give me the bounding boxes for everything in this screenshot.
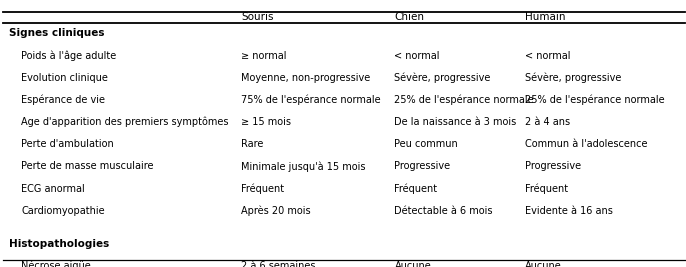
Text: Chien: Chien (394, 12, 425, 22)
Text: De la naissance à 3 mois: De la naissance à 3 mois (394, 117, 517, 127)
Text: Poids à l'âge adulte: Poids à l'âge adulte (21, 50, 117, 61)
Text: Aucune: Aucune (525, 261, 562, 267)
Text: 75% de l'espérance normale: 75% de l'espérance normale (241, 95, 381, 105)
Text: 2 à 4 ans: 2 à 4 ans (525, 117, 570, 127)
Text: Sévère, progressive: Sévère, progressive (525, 72, 621, 83)
Text: Fréquent: Fréquent (241, 183, 285, 194)
Text: Après 20 mois: Après 20 mois (241, 205, 311, 216)
Text: Souris: Souris (241, 12, 274, 22)
Text: Nécrose aigüe: Nécrose aigüe (21, 261, 91, 267)
Text: Fréquent: Fréquent (525, 183, 568, 194)
Text: ECG anormal: ECG anormal (21, 183, 85, 194)
Text: Aucune: Aucune (394, 261, 431, 267)
Text: ≥ 15 mois: ≥ 15 mois (241, 117, 292, 127)
Text: Commun à l'adolescence: Commun à l'adolescence (525, 139, 648, 149)
Text: ≥ normal: ≥ normal (241, 50, 287, 61)
Text: Détectable à 6 mois: Détectable à 6 mois (394, 206, 493, 216)
Text: Histopathologies: Histopathologies (9, 239, 109, 249)
Text: Fréquent: Fréquent (394, 183, 438, 194)
Text: 2 à 6 semaines: 2 à 6 semaines (241, 261, 316, 267)
Text: Humain: Humain (525, 12, 565, 22)
Text: Age d'apparition des premiers symptômes: Age d'apparition des premiers symptômes (21, 117, 228, 127)
Text: Rare: Rare (241, 139, 264, 149)
Text: Espérance de vie: Espérance de vie (21, 95, 105, 105)
Text: Evolution clinique: Evolution clinique (21, 73, 108, 83)
Text: Moyenne, non-progressive: Moyenne, non-progressive (241, 73, 370, 83)
Text: Peu commun: Peu commun (394, 139, 458, 149)
Text: < normal: < normal (525, 50, 570, 61)
Text: 25% de l'espérance normale: 25% de l'espérance normale (525, 95, 665, 105)
Text: < normal: < normal (394, 50, 440, 61)
Text: Progressive: Progressive (525, 161, 581, 171)
Text: Evidente à 16 ans: Evidente à 16 ans (525, 206, 613, 216)
Text: Signes cliniques: Signes cliniques (9, 28, 104, 38)
Text: Perte de masse musculaire: Perte de masse musculaire (21, 161, 154, 171)
Text: Progressive: Progressive (394, 161, 451, 171)
Text: 25% de l'espérance normale: 25% de l'espérance normale (394, 95, 534, 105)
Text: Sévère, progressive: Sévère, progressive (394, 72, 490, 83)
Text: Cardiomyopathie: Cardiomyopathie (21, 206, 105, 216)
Text: Minimale jusqu'à 15 mois: Minimale jusqu'à 15 mois (241, 161, 366, 172)
Text: Perte d'ambulation: Perte d'ambulation (21, 139, 114, 149)
